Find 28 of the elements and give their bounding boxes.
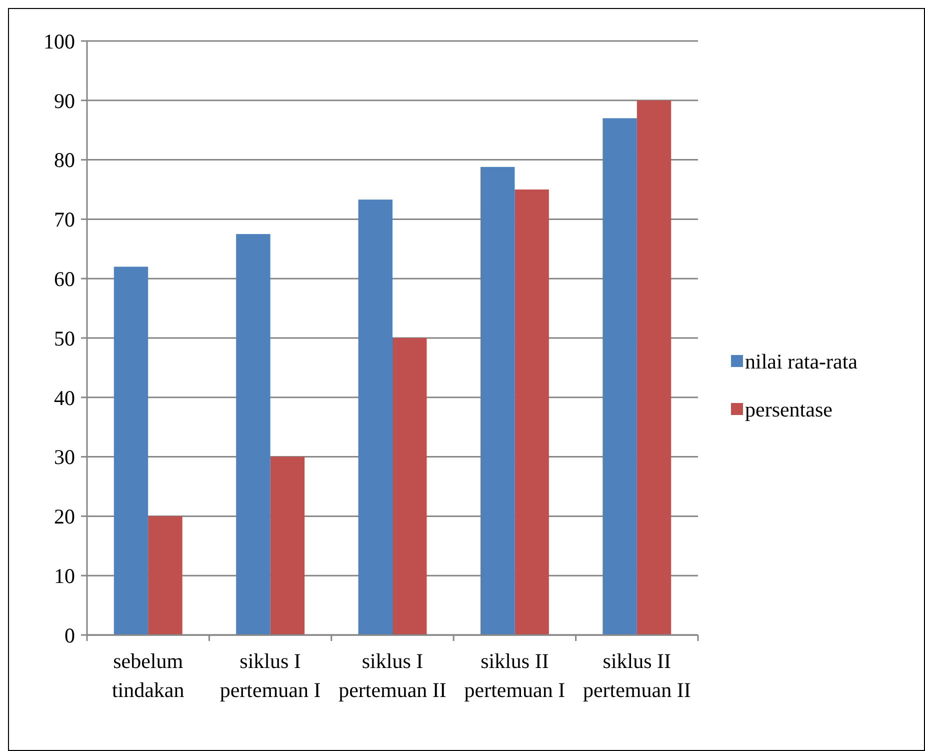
y-tick-label: 50 bbox=[54, 326, 75, 350]
x-tick-label: siklus I pertemuan II bbox=[338, 649, 446, 702]
bar bbox=[636, 100, 672, 635]
y-tick-label: 0 bbox=[64, 623, 75, 648]
x-tick-label: siklus II pertemuan I bbox=[464, 649, 566, 702]
y-tick-label: 60 bbox=[54, 266, 75, 291]
y-tick-label: 70 bbox=[54, 208, 75, 232]
bar bbox=[358, 200, 392, 635]
bar bbox=[602, 118, 637, 635]
y-tick-label: 40 bbox=[54, 386, 75, 410]
x-tick-label: siklus I pertemuan I bbox=[220, 649, 321, 702]
y-tick-label: 100 bbox=[44, 29, 75, 54]
bar bbox=[480, 166, 515, 635]
bar bbox=[114, 266, 148, 635]
y-tick-label: 90 bbox=[54, 88, 75, 113]
bar bbox=[148, 516, 182, 635]
y-tick-label: 30 bbox=[54, 445, 75, 470]
y-tick-label: 80 bbox=[54, 148, 75, 172]
y-tick-label: 20 bbox=[54, 504, 75, 529]
bar bbox=[514, 190, 549, 635]
bar bbox=[270, 456, 305, 635]
legend-label: persentase bbox=[745, 397, 832, 422]
bar bbox=[236, 234, 270, 635]
bar bbox=[392, 338, 427, 635]
x-tick-label: siklus II pertemuan II bbox=[582, 649, 691, 702]
x-tick-label: sebelum tindakan bbox=[112, 649, 185, 702]
y-tick-label: 10 bbox=[54, 564, 75, 588]
legend-label: nilai rata-rata bbox=[745, 349, 858, 374]
